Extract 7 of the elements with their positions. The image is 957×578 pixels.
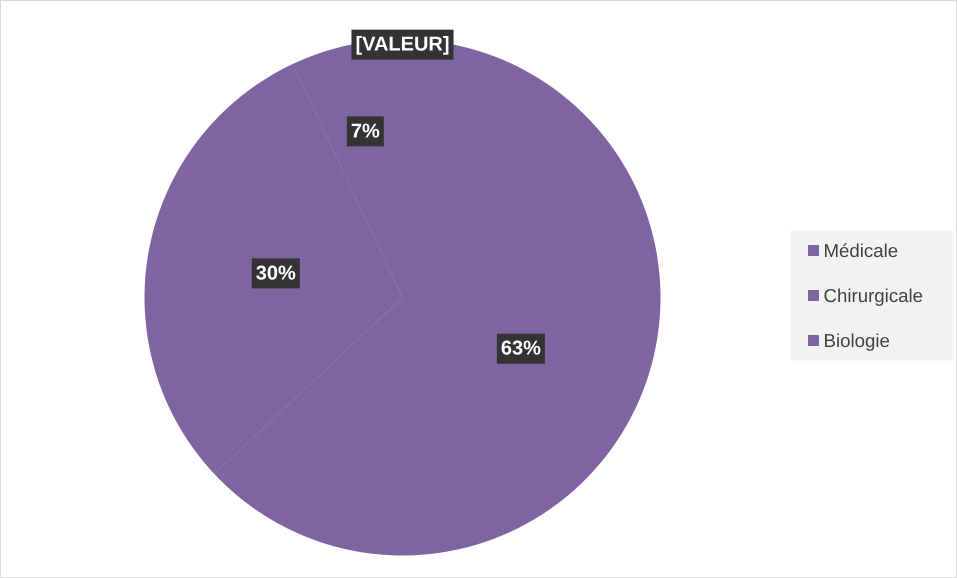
data-label: 30%: [256, 262, 296, 284]
data-label: 63%: [500, 338, 542, 360]
legend-label: Médicale: [824, 240, 898, 261]
legend-label: Chirurgicale: [824, 285, 924, 306]
legend-label: Biologie: [824, 330, 890, 351]
data-label: 7%: [350, 120, 380, 142]
text: [VALEUR]: [355, 34, 450, 56]
